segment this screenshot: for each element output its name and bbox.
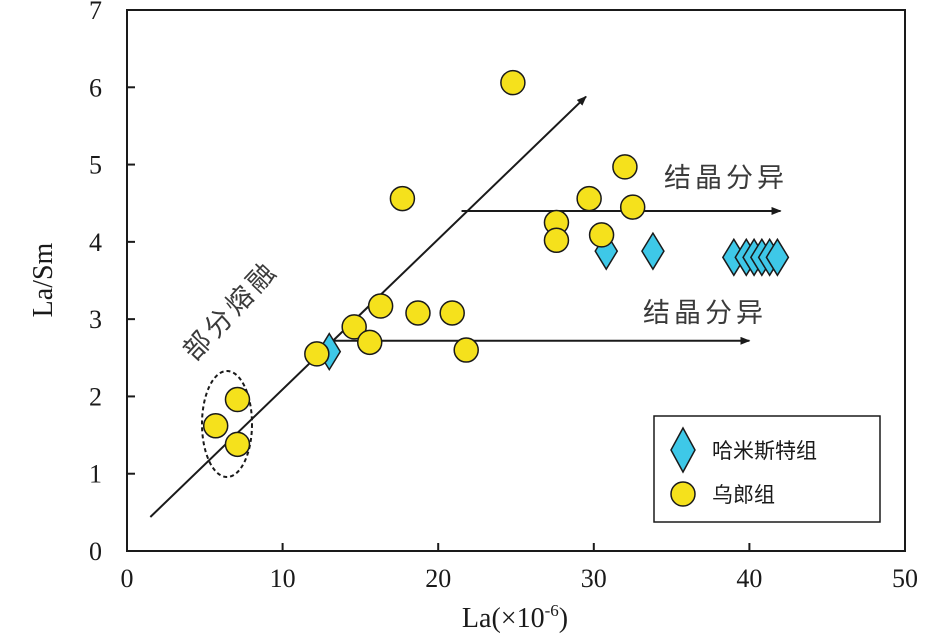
y-tick-label: 7 bbox=[89, 0, 102, 25]
annotation-partial-melting: 部分熔融 bbox=[177, 255, 284, 367]
y-tick-label: 6 bbox=[89, 73, 102, 102]
data-point-circle bbox=[304, 341, 330, 367]
data-point-circle bbox=[341, 314, 367, 340]
data-point-circle bbox=[543, 227, 570, 254]
y-tick-label: 1 bbox=[89, 460, 102, 489]
data-point-circle bbox=[367, 293, 394, 319]
y-tick-label: 0 bbox=[89, 537, 102, 566]
data-point-circle bbox=[202, 413, 229, 439]
legend-diamond-marker bbox=[670, 426, 696, 474]
data-point-circle bbox=[224, 386, 251, 413]
data-point-circle bbox=[619, 194, 646, 220]
data-point-diamond bbox=[765, 237, 790, 277]
data-point-circle bbox=[389, 185, 416, 212]
y-tick-label: 3 bbox=[89, 305, 102, 334]
x-tick-label: 30 bbox=[581, 564, 607, 593]
ticks: 0 10 20 30 40 50 0 1 2 3 4 5 6 7 bbox=[89, 0, 918, 593]
data-point-circle bbox=[356, 329, 383, 356]
x-tick-label: 20 bbox=[425, 564, 451, 593]
data-point-circle bbox=[576, 185, 602, 212]
legend-box bbox=[653, 415, 881, 523]
x-tick-label: 0 bbox=[121, 564, 134, 593]
legend-label-wulang: 乌郎组 bbox=[712, 483, 775, 507]
y-tick-label: 5 bbox=[89, 151, 102, 180]
data-point-circle bbox=[588, 222, 615, 248]
data-point-circle bbox=[500, 69, 526, 96]
data-point-circle bbox=[453, 337, 479, 363]
plot-frame bbox=[126, 9, 906, 552]
legend-label-hamisite: 哈米斯特组 bbox=[712, 439, 817, 463]
data-point-diamond bbox=[641, 231, 665, 271]
x-tick-label: 40 bbox=[736, 564, 762, 593]
data-points bbox=[202, 69, 790, 458]
partial-melting-cluster-ellipse bbox=[201, 370, 253, 478]
data-point-circle bbox=[439, 300, 465, 326]
annotation-crystallization-lower: 结晶分异 bbox=[643, 298, 767, 329]
data-point-circle bbox=[612, 154, 638, 180]
y-tick-label: 2 bbox=[89, 382, 102, 411]
x-tick-label: 50 bbox=[892, 564, 918, 593]
y-axis-title: La/Sm bbox=[28, 242, 59, 317]
data-point-circle bbox=[405, 300, 431, 326]
legend: 哈米斯特组 乌郎组 bbox=[653, 415, 881, 523]
data-point-circle bbox=[224, 431, 251, 458]
x-tick-label: 10 bbox=[270, 564, 296, 593]
annotation-crystallization-upper: 结晶分异 bbox=[664, 163, 788, 194]
legend-circle-marker bbox=[670, 481, 696, 507]
y-tick-label: 4 bbox=[89, 228, 102, 257]
x-axis-title: La(×10-6) bbox=[462, 601, 568, 634]
